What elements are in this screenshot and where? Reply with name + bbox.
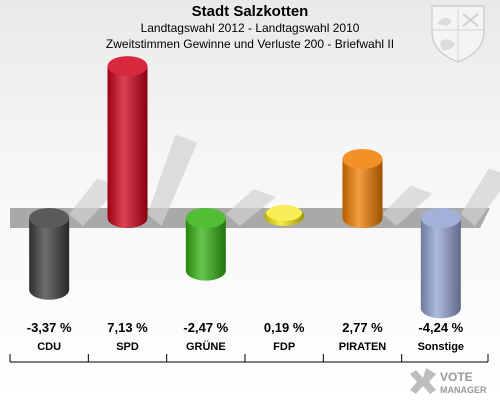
- category-label-piraten: PIRATEN: [339, 341, 387, 353]
- category-label-cdu: CDU: [37, 341, 61, 353]
- chart-title: Stadt Salzkotten: [191, 3, 309, 20]
- bar-piraten: [342, 158, 383, 229]
- value-label-grüne: -2,47 %: [183, 320, 228, 335]
- value-label-piraten: 2,77 %: [342, 320, 383, 335]
- bar-top-cdu: [29, 208, 70, 228]
- votemanager-logo-line2: MANAGER: [440, 385, 487, 395]
- category-label-spd: SPD: [116, 341, 139, 353]
- value-label-cdu: -3,37 %: [27, 320, 72, 335]
- bar-top-fdp: [266, 205, 303, 221]
- bar-spd: [107, 66, 148, 229]
- bar-shadow-cdu: [69, 178, 120, 226]
- category-label-fdp: FDP: [273, 341, 295, 353]
- value-label-spd: 7,13 %: [107, 320, 148, 335]
- bar-shadow-spd: [147, 134, 198, 226]
- bar-top-sonstige: [420, 208, 461, 228]
- category-label-sonstige: Sonstige: [418, 341, 464, 353]
- bar-shadow-grüne: [225, 189, 276, 226]
- bar-sonstige: [420, 218, 461, 319]
- bar-grüne: [185, 218, 226, 281]
- votemanager-logo-line1: VOTE: [440, 370, 473, 384]
- chart-subtitle: Landtagswahl 2012 - Landtagswahl 2010: [140, 21, 360, 35]
- category-label-grüne: GRÜNE: [186, 340, 226, 353]
- bar-shadow-piraten: [382, 185, 433, 226]
- value-label-sonstige: -4,24 %: [418, 320, 463, 335]
- bar-top-spd: [107, 56, 148, 77]
- votemanager-logo-graphic: VOTE MANAGER: [410, 368, 487, 395]
- votemanager-logo: VOTE MANAGER: [396, 360, 500, 400]
- bar-top-grüne: [185, 208, 226, 228]
- value-label-fdp: 0,19 %: [264, 320, 305, 335]
- bar-shadow-sonstige: [460, 168, 500, 226]
- chart-subtitle-2: Zweitstimmen Gewinne und Verluste 200 - …: [105, 37, 395, 51]
- bar-cdu: [29, 218, 70, 300]
- bar-top-piraten: [342, 148, 383, 169]
